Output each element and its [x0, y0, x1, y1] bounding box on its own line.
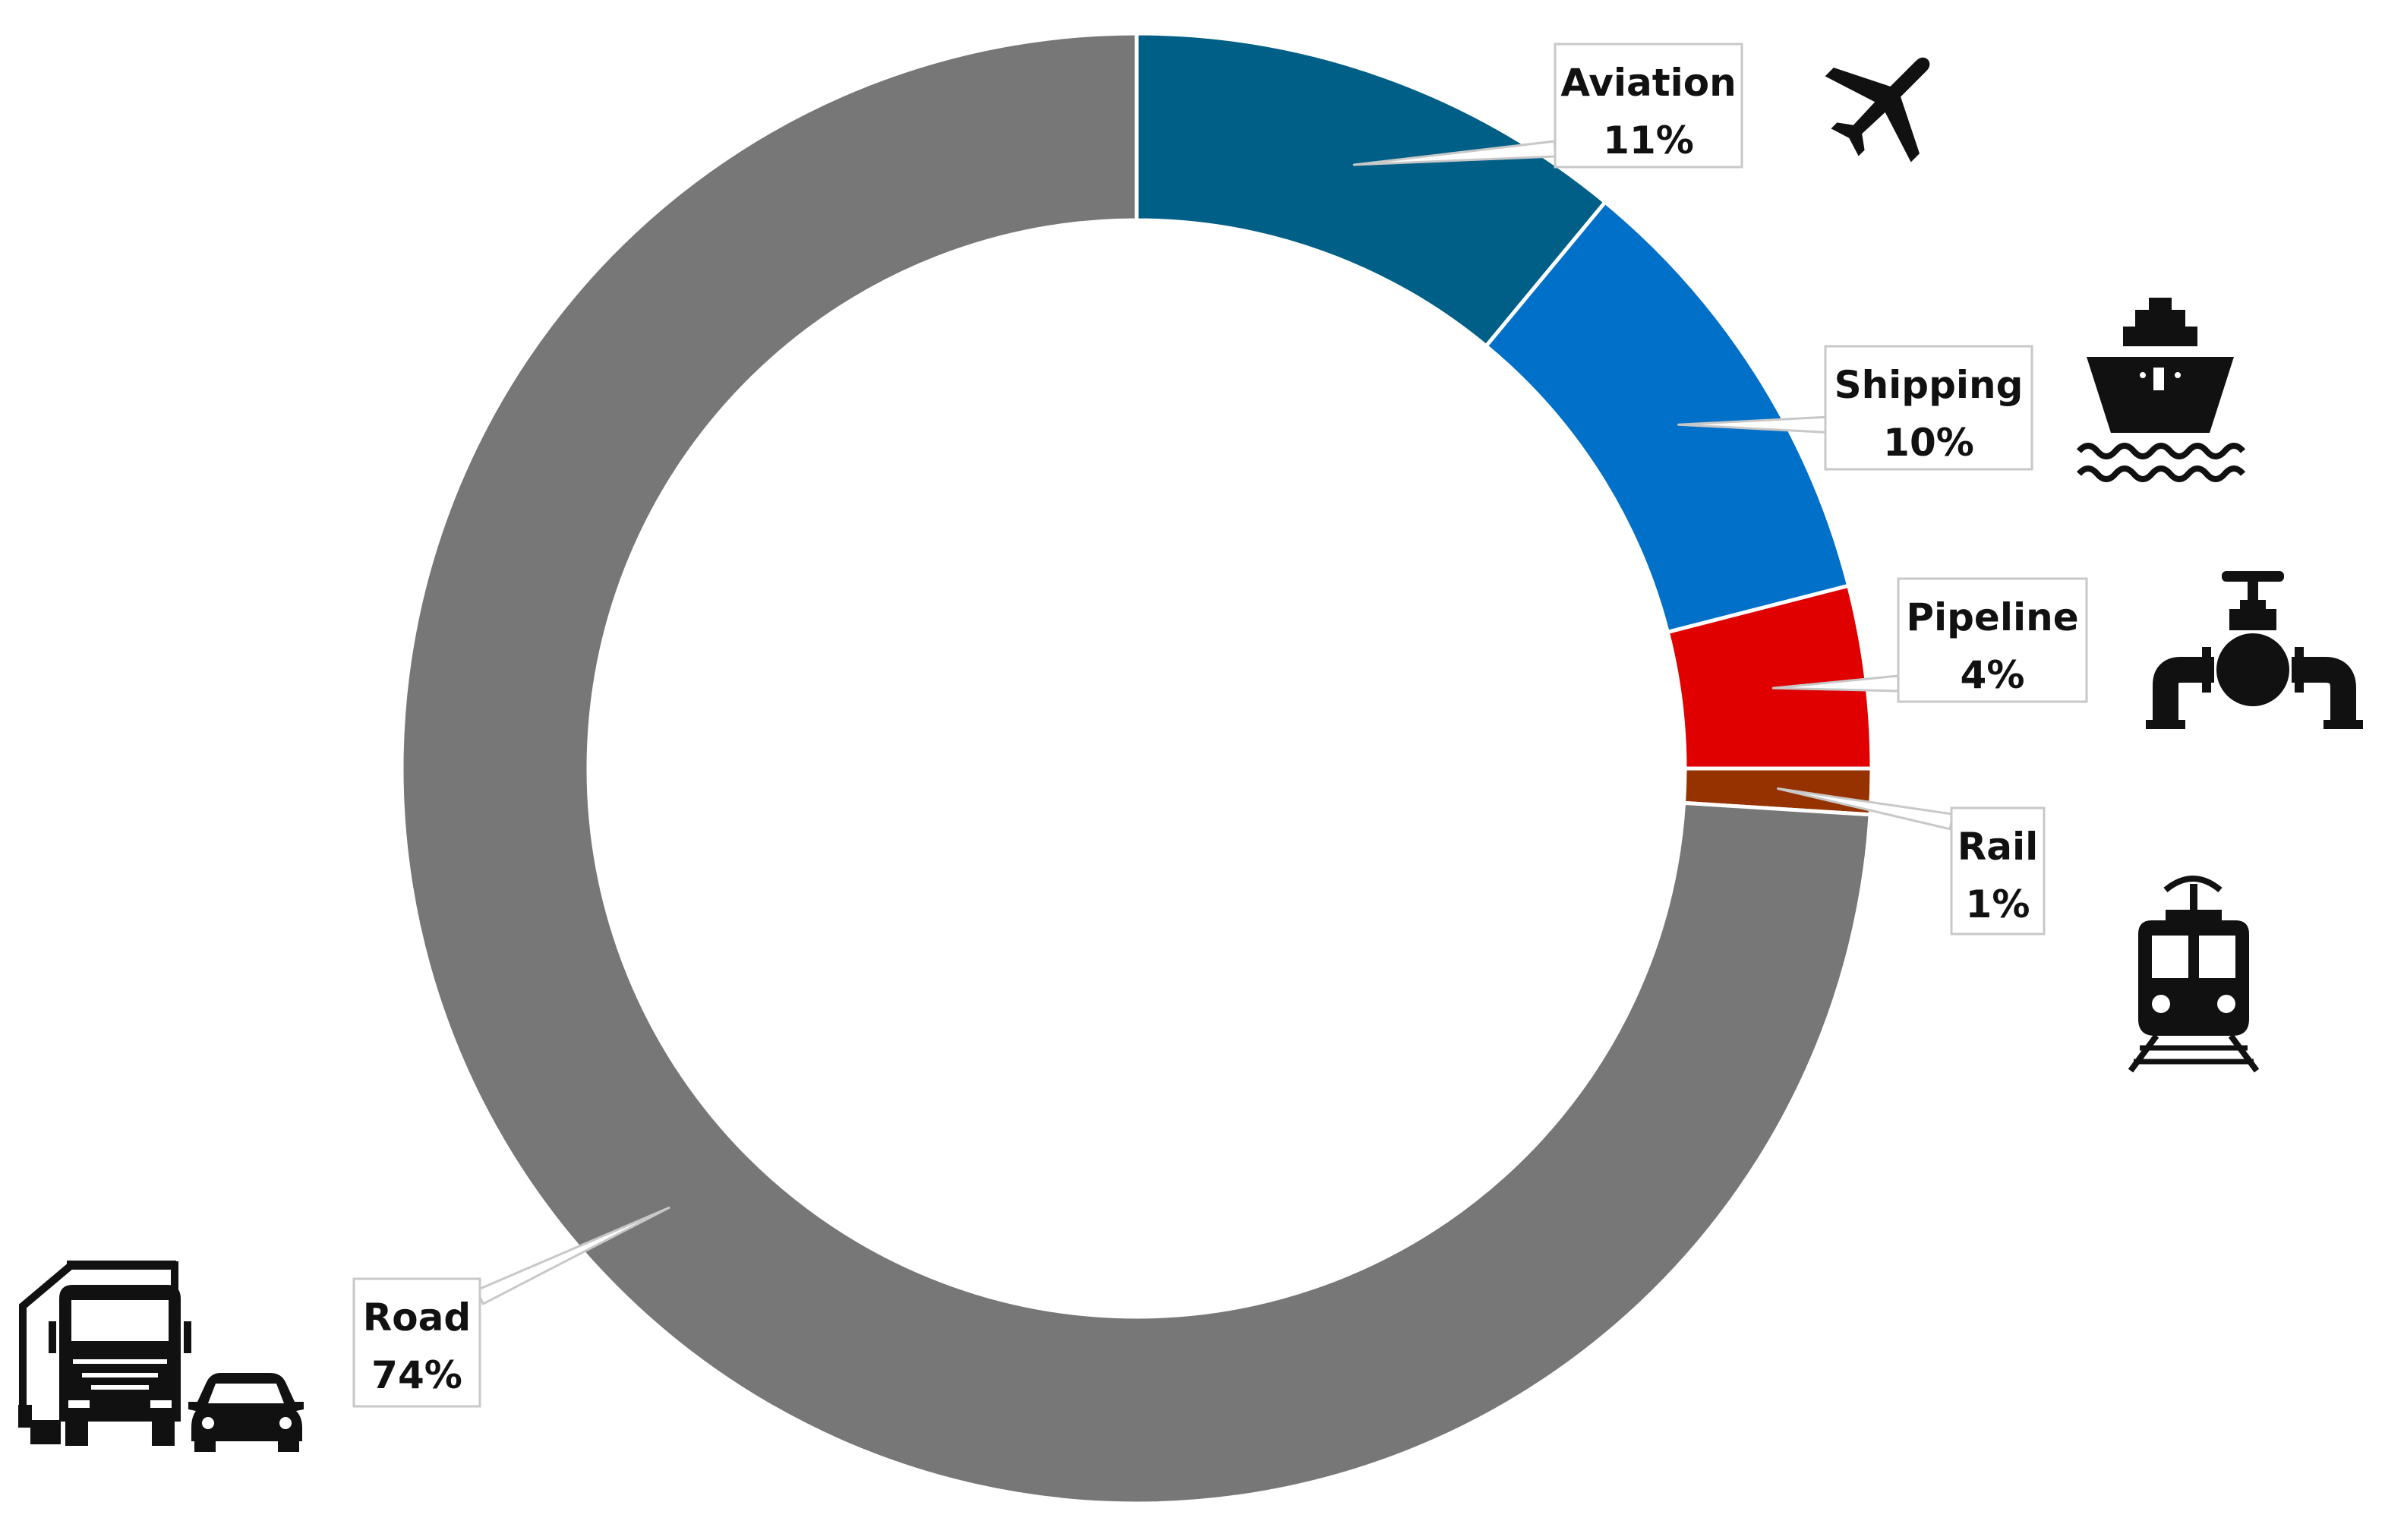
data-label-value-aviation: 11% [1603, 118, 1694, 163]
train-icon [2128, 876, 2260, 1073]
data-label-name-road: Road [363, 1295, 471, 1340]
data-label-value-road: 74% [371, 1353, 462, 1397]
data-label-box-pipeline [1897, 577, 2088, 703]
data-label-name-aviation: Aviation [1560, 61, 1736, 105]
data-label-value-rail: 1% [1966, 882, 2030, 926]
data-label-name-pipeline: Pipeline [1906, 595, 2078, 639]
data-label-box-rail [1950, 806, 2046, 936]
data-label-box-aviation [1554, 43, 1743, 169]
ship-icon [2076, 298, 2246, 482]
pipeline-valve-icon [2146, 571, 2363, 729]
data-label-name-shipping: Shipping [1834, 363, 2024, 407]
donut-slices [399, 31, 1874, 1506]
truck-and-car-icon [18, 1261, 304, 1452]
data-labels: Aviation 11% Shipping 10% Pipeline 4% Rail 1% Ro… [352, 43, 2088, 1408]
data-label-box-shipping [1824, 345, 2033, 471]
data-label-box-road [352, 1277, 481, 1408]
airplane-icon [1825, 57, 1930, 163]
slice-road [399, 31, 1872, 1506]
data-label-name-rail: Rail [1958, 825, 2039, 869]
data-label-value-pipeline: 4% [1961, 653, 2025, 697]
data-label-value-shipping: 10% [1883, 421, 1974, 465]
